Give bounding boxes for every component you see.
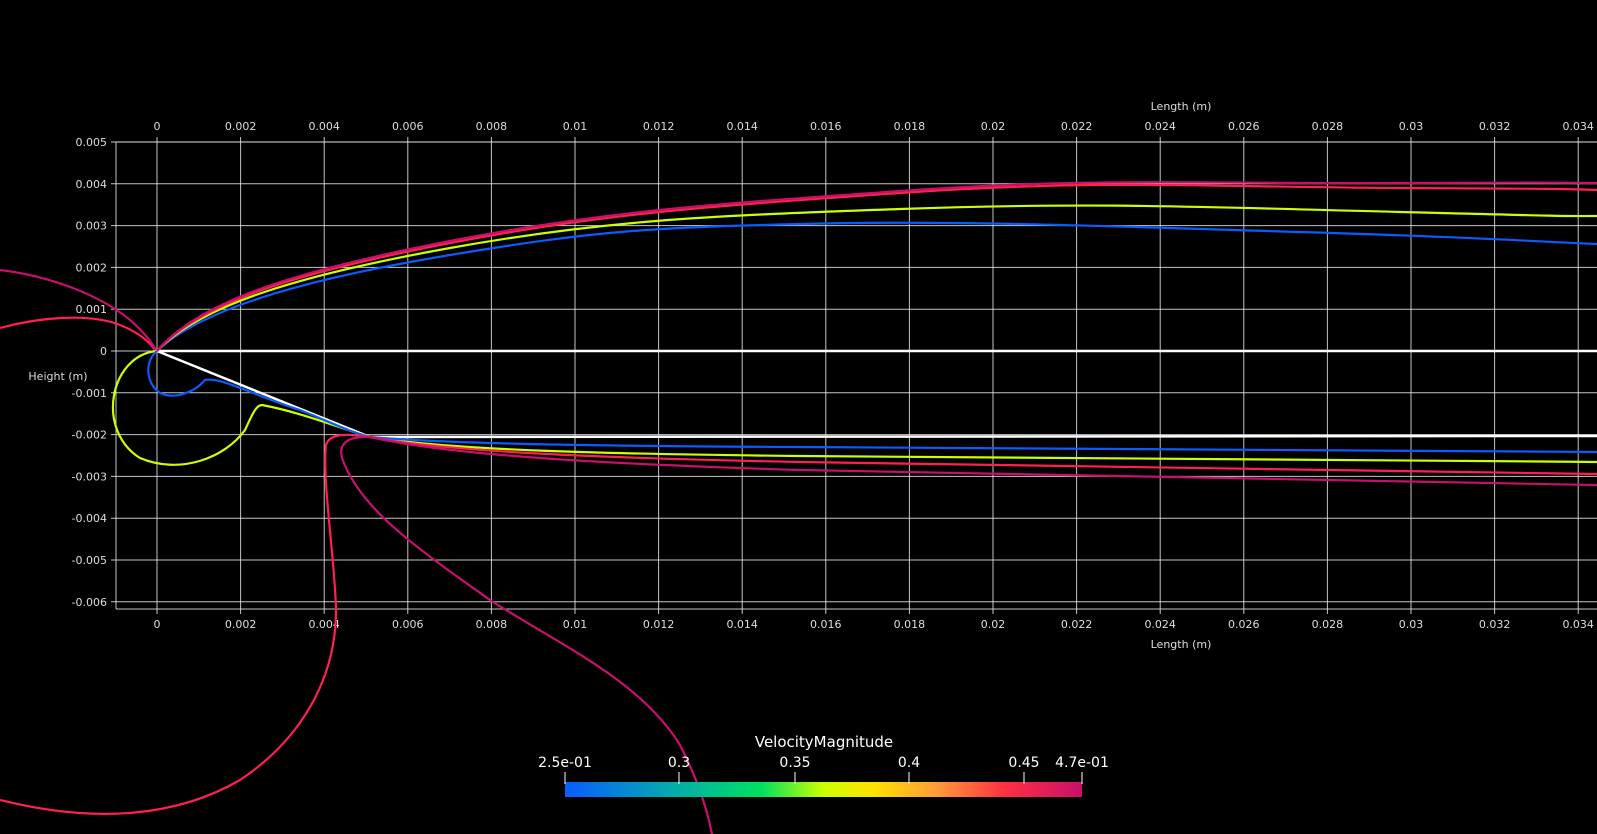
x-tick-label: 0.01 <box>563 120 588 133</box>
x-tick-label: 0.022 <box>1061 120 1093 133</box>
colorbar-label: 0.3 <box>668 755 690 771</box>
x-tick-label: 0.03 <box>1399 120 1424 133</box>
x-tick-label: 0.016 <box>810 120 842 133</box>
x-tick-label: 0.028 <box>1312 120 1344 133</box>
streamline <box>156 204 1597 352</box>
y-tick-label: 0.001 <box>76 303 108 316</box>
color-legend: VelocityMagnitude 2.5e-01 0.3 0.35 0.4 0.45 4… <box>538 733 1109 797</box>
bottom-axis-title: Length (m) <box>1151 638 1212 651</box>
streamline <box>156 221 1597 352</box>
x-tick-label: 0.004 <box>308 618 340 631</box>
y-tick-label: 0.002 <box>76 261 108 274</box>
colorbar <box>565 782 1082 797</box>
streamline <box>156 181 1597 352</box>
y-tick-label: 0.003 <box>76 220 108 233</box>
streamline <box>156 183 1597 352</box>
y-tick-label: 0.004 <box>76 178 108 191</box>
x-tick-label: 0.006 <box>392 120 424 133</box>
x-tick-label: 0.002 <box>225 120 257 133</box>
x-tick-label: 0.024 <box>1144 618 1176 631</box>
colorbar-label: 0.4 <box>898 755 920 771</box>
x-tick-label: 0.006 <box>392 618 424 631</box>
x-tick-label: 0.02 <box>981 618 1006 631</box>
streamline <box>0 268 157 351</box>
x-tick-label: 0.002 <box>225 618 257 631</box>
x-tick-label: 0.02 <box>981 120 1006 133</box>
colorbar-title: VelocityMagnitude <box>755 733 893 751</box>
streamline <box>147 350 1597 454</box>
lower-wall <box>156 349 1597 439</box>
left-axis-title: Height (m) <box>28 370 87 383</box>
y-tick-label: 0.005 <box>76 136 108 149</box>
y-tick-label: 0 <box>100 345 107 358</box>
x-tick-label: 0.01 <box>563 618 588 631</box>
colorbar-label: 2.5e-01 <box>538 755 592 771</box>
x-tick-label: 0.034 <box>1562 120 1594 133</box>
y-tick-label: -0.003 <box>72 470 107 483</box>
x-tick-label: 0.032 <box>1479 120 1511 133</box>
x-tick-label: 0.004 <box>308 120 340 133</box>
axes-grid: 0 0 0.002 0.002 0.004 0.004 0.006 0.006 0.008 0.0… <box>72 120 1597 631</box>
x-tick-label: 0.028 <box>1312 618 1344 631</box>
geometry <box>156 349 1597 439</box>
y-tick-label: -0.006 <box>72 596 107 609</box>
x-tick-label: 0.014 <box>726 618 758 631</box>
x-tick-label: 0.018 <box>894 120 926 133</box>
x-tick-label: 0.018 <box>894 618 926 631</box>
x-tick-label: 0.024 <box>1144 120 1176 133</box>
x-tick-label: 0.012 <box>643 618 675 631</box>
x-tick-label: 0.034 <box>1562 618 1594 631</box>
x-tick-label: 0.014 <box>726 120 758 133</box>
y-tick-label: -0.001 <box>72 387 107 400</box>
x-tick-label: 0.032 <box>1479 618 1511 631</box>
x-tick-label: 0 <box>154 120 161 133</box>
streamline <box>0 433 1597 815</box>
x-tick-label: 0.008 <box>476 618 508 631</box>
y-tick-label: -0.002 <box>72 429 107 442</box>
y-tick-label: -0.005 <box>72 554 107 567</box>
x-tick-label: 0.016 <box>810 618 842 631</box>
top-axis-title: Length (m) <box>1151 100 1212 113</box>
y-tick-label: -0.004 <box>72 512 107 525</box>
streamlines <box>0 181 1597 834</box>
x-tick-label: 0.008 <box>476 120 508 133</box>
colorbar-ticks: 2.5e-01 0.3 0.35 0.4 0.45 4.7e-01 <box>538 755 1109 784</box>
streamline <box>0 316 156 351</box>
x-tick-label: 0.022 <box>1061 618 1093 631</box>
x-tick-label: 0.026 <box>1228 120 1260 133</box>
x-tick-label: 0.012 <box>643 120 675 133</box>
x-tick-label: 0.03 <box>1399 618 1424 631</box>
colorbar-label: 0.45 <box>1008 755 1039 771</box>
x-tick-label: 0 <box>154 618 161 631</box>
colorbar-label: 4.7e-01 <box>1055 755 1109 771</box>
x-tick-label: 0.026 <box>1228 618 1260 631</box>
colorbar-label: 0.35 <box>779 755 810 771</box>
streamline <box>340 435 1597 834</box>
